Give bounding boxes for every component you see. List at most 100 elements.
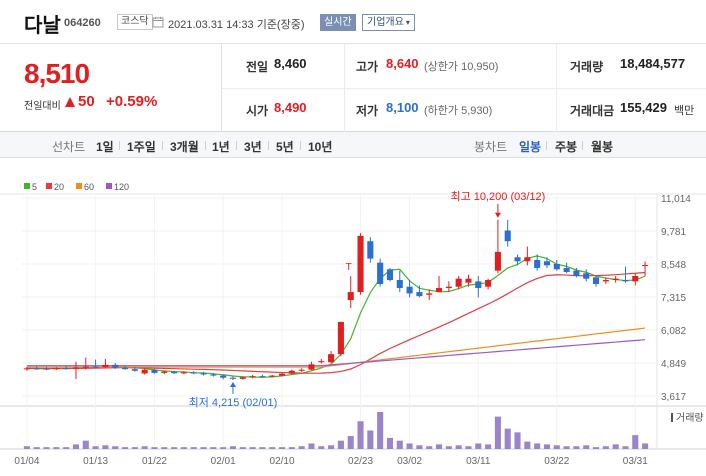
stock-code: 064260 bbox=[64, 17, 101, 29]
volume-bar bbox=[592, 447, 600, 449]
stock-header: 다날 064260 코스닥 2021.03.31 14:33 기준(장중) 실시… bbox=[0, 0, 706, 44]
candle-body bbox=[592, 277, 600, 285]
ma20-line bbox=[26, 271, 646, 374]
candle-body bbox=[377, 262, 384, 285]
volume-legend-mark bbox=[671, 413, 673, 422]
volume-bar bbox=[121, 447, 129, 449]
candle-body bbox=[485, 280, 492, 287]
volume-bar bbox=[308, 443, 315, 449]
realtime-button[interactable]: 실시간 bbox=[320, 14, 356, 31]
volume-bar bbox=[357, 421, 364, 449]
y-tick-label: 4,849 bbox=[661, 359, 686, 370]
volume-bar bbox=[386, 437, 394, 449]
volume-bar bbox=[171, 447, 178, 449]
calendar-icon bbox=[152, 17, 164, 28]
volume-bar bbox=[524, 441, 531, 449]
candle-body bbox=[534, 259, 541, 268]
candle-body bbox=[161, 371, 168, 373]
amount-label: 거래대금 bbox=[570, 104, 615, 118]
volume-bar bbox=[72, 444, 80, 449]
volume-bar bbox=[102, 445, 109, 449]
candle-body bbox=[328, 354, 335, 363]
company-overview-button[interactable]: 기업개요 ▾ bbox=[362, 14, 415, 31]
tab-1w[interactable]: 1주일 bbox=[127, 140, 156, 154]
candle-body bbox=[416, 292, 423, 297]
volume-bar bbox=[514, 432, 521, 449]
high-arrow-head bbox=[494, 212, 501, 218]
change-label: 전일대비 bbox=[24, 101, 61, 112]
volume-bar bbox=[583, 445, 590, 449]
legend-label-60: 60 bbox=[84, 182, 94, 192]
volume-bar bbox=[278, 447, 286, 449]
volume-bar bbox=[406, 443, 413, 449]
company-overview-label: 기업개요 bbox=[367, 17, 404, 28]
candle-body bbox=[180, 372, 187, 374]
volume-bar bbox=[131, 447, 138, 449]
candle-body bbox=[504, 230, 511, 242]
ma5-line bbox=[26, 255, 646, 378]
volume-bar bbox=[602, 446, 609, 449]
x-tick-label: 03/31 bbox=[623, 456, 648, 467]
tab-3m[interactable]: 3개월 bbox=[170, 140, 199, 154]
legend-label-120: 120 bbox=[114, 182, 129, 192]
volume-bar bbox=[396, 440, 403, 449]
high-annotation: 최고 10,200 (03/12) bbox=[450, 190, 545, 203]
amount-unit: 백만 bbox=[674, 105, 695, 117]
low-arrow-head bbox=[229, 381, 236, 387]
tab-daily[interactable]: 일봉 bbox=[519, 140, 542, 154]
chart-tabs: 선차트 1일 1주일 3개월 1년 3년 5년 10년 봉차트 일봉 주봉 월봉 bbox=[0, 132, 706, 158]
candle-body bbox=[269, 375, 276, 377]
high-value: 8,640 bbox=[386, 56, 419, 71]
tab-monthly[interactable]: 월봉 bbox=[591, 140, 614, 154]
tab-1y[interactable]: 1년 bbox=[212, 140, 230, 154]
candle-body bbox=[141, 369, 148, 374]
tab-3y[interactable]: 3년 bbox=[244, 140, 262, 154]
candle-body bbox=[171, 371, 178, 374]
volume-bar bbox=[367, 430, 374, 449]
volume-bar bbox=[141, 446, 148, 449]
volume-bar bbox=[318, 446, 325, 449]
x-tick-label: 03/02 bbox=[397, 456, 422, 467]
prev-close-cell: 전일 8,460 bbox=[246, 44, 342, 88]
candle-body bbox=[53, 368, 60, 370]
y-tick-label: 6,082 bbox=[661, 326, 686, 337]
volume-bar bbox=[475, 443, 482, 449]
volume-bar bbox=[328, 445, 335, 449]
candle-chart-label: 봉차트 bbox=[474, 140, 508, 154]
volume-label: 거래량 bbox=[676, 412, 704, 424]
candle-body bbox=[435, 288, 443, 293]
tab-1d[interactable]: 1일 bbox=[96, 140, 114, 154]
current-price-box: 8,510 전일대비 50 +0.59% bbox=[0, 44, 222, 132]
low-annotation: 최저 4,215 (02/01) bbox=[189, 396, 278, 409]
candle-body bbox=[445, 286, 452, 289]
candle-body bbox=[524, 257, 531, 262]
volume-bar bbox=[504, 428, 511, 449]
volume-bar bbox=[298, 446, 305, 449]
prev-close-label: 전일 bbox=[246, 60, 269, 74]
line-chart-label: 선차트 bbox=[52, 140, 86, 154]
candle-body bbox=[475, 281, 482, 289]
candle-body bbox=[494, 251, 501, 271]
volume-bar bbox=[210, 447, 217, 449]
volume-bar bbox=[151, 447, 158, 449]
volume-bar bbox=[249, 447, 256, 449]
lower-limit: (하한가 5,930) bbox=[424, 105, 493, 117]
tab-weekly[interactable]: 주봉 bbox=[555, 140, 578, 154]
candle-body bbox=[298, 369, 305, 371]
volume-bar bbox=[416, 445, 423, 449]
volume-bar bbox=[82, 440, 89, 449]
candle-body bbox=[278, 373, 286, 376]
quote-datetime: 2021.03.31 14:33 기준(장중) bbox=[168, 19, 305, 31]
low-value: 8,100 bbox=[386, 100, 419, 115]
candle-body bbox=[210, 374, 217, 376]
volume-bar bbox=[632, 435, 639, 449]
x-tick-label: 02/10 bbox=[270, 456, 295, 467]
tab-10y[interactable]: 10년 bbox=[308, 140, 333, 154]
volume-bar bbox=[612, 444, 619, 449]
tab-5y[interactable]: 5년 bbox=[276, 140, 294, 154]
candle-body bbox=[357, 235, 364, 293]
candle-body bbox=[543, 261, 551, 266]
volume-bar bbox=[259, 447, 266, 449]
legend-label-5: 5 bbox=[32, 182, 37, 192]
y-tick-label: 11,014 bbox=[661, 194, 691, 205]
